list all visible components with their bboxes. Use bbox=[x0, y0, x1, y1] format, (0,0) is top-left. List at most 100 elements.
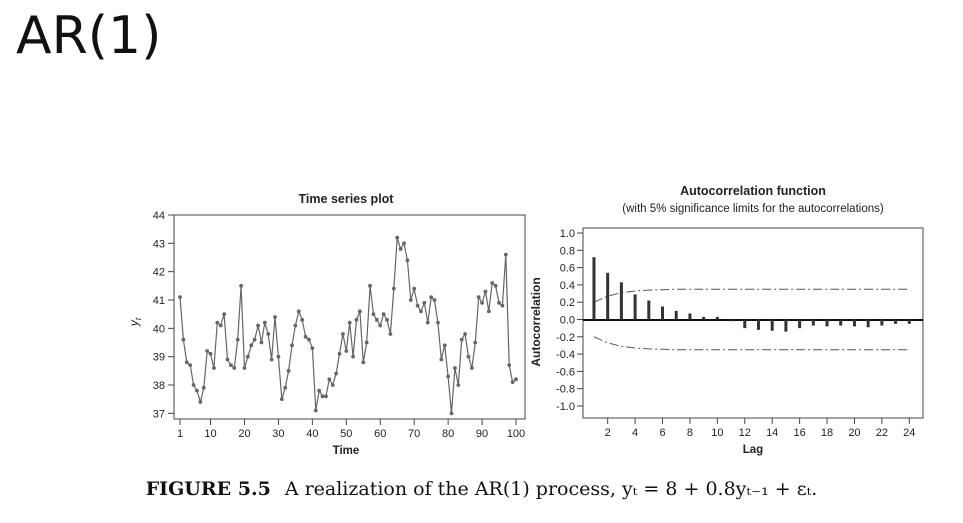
acf-x-tick-label: 2 bbox=[605, 427, 611, 439]
ts-x-label: Time bbox=[333, 445, 360, 457]
ts-data-point bbox=[266, 332, 271, 336]
ts-data-point bbox=[225, 357, 230, 362]
acf-y-tick-label: -0.4 bbox=[556, 349, 575, 361]
ts-data-point bbox=[456, 383, 461, 387]
ts-x-tick-label: 80 bbox=[442, 428, 454, 440]
acf-x-tick-label: 10 bbox=[711, 427, 723, 439]
ts-data-point bbox=[351, 354, 355, 359]
ts-x-tick-label: 30 bbox=[272, 428, 284, 440]
ts-data-point bbox=[493, 283, 498, 288]
ts-y-tick-label: 44 bbox=[153, 210, 165, 222]
ts-data-point bbox=[480, 300, 484, 305]
ts-x-tick-label: 50 bbox=[340, 428, 352, 440]
ts-data-point bbox=[273, 315, 277, 319]
ts-data-point bbox=[215, 320, 220, 325]
ts-data-point bbox=[205, 349, 210, 353]
ts-data-point bbox=[357, 309, 362, 314]
acf-y-tick-label: -0.8 bbox=[556, 384, 575, 396]
acf-y-tick-label: 1.0 bbox=[560, 228, 575, 240]
ts-y-tick-label: 43 bbox=[153, 238, 165, 250]
time-series-chart: Time series plot 37 38 39 40 41 42 43 44 1 10 20 3… bbox=[127, 192, 526, 457]
acf-y-tick-label: -0.2 bbox=[556, 332, 575, 344]
ts-x-tick-label: 40 bbox=[306, 428, 318, 440]
ts-data-point bbox=[381, 312, 386, 317]
acf-y-label: Autocorrelation bbox=[529, 277, 543, 366]
ts-data-point bbox=[222, 312, 227, 317]
ts-data-point bbox=[391, 286, 396, 291]
ts-data-point bbox=[232, 366, 237, 370]
figure-caption: FIGURE 5.5 A realization of the AR(1) pro… bbox=[0, 478, 963, 500]
ts-data-point bbox=[300, 317, 305, 322]
ts-data-point bbox=[378, 323, 383, 328]
ts-data-point bbox=[398, 247, 403, 251]
ts-data-point bbox=[286, 368, 291, 373]
ts-data-point bbox=[178, 295, 182, 300]
ts-data-point bbox=[449, 411, 454, 416]
ts-data-point bbox=[483, 289, 488, 294]
acf-upper-significance-limit bbox=[593, 288, 910, 303]
ts-data-point bbox=[283, 385, 288, 390]
ts-data-point bbox=[208, 351, 213, 356]
ts-data-point bbox=[412, 286, 417, 291]
acf-y-tick-label: 0.0 bbox=[560, 315, 575, 327]
ts-data-point bbox=[371, 312, 376, 317]
ts-data-point bbox=[334, 371, 339, 376]
ts-data-point bbox=[436, 320, 440, 325]
ts-y-tick-label: 42 bbox=[153, 267, 165, 279]
ts-data-point bbox=[347, 320, 352, 325]
ts-data-point bbox=[229, 363, 233, 368]
ts-series-points bbox=[178, 235, 518, 416]
ts-data-point bbox=[408, 298, 413, 302]
ts-data-point bbox=[395, 235, 400, 240]
ts-data-point bbox=[432, 298, 437, 302]
acf-y-tick-label: -1.0 bbox=[556, 401, 575, 413]
ts-data-point bbox=[188, 363, 193, 368]
ts-data-point bbox=[320, 394, 325, 399]
acf-x-tick-label: 16 bbox=[793, 427, 805, 439]
ts-y-tick-label: 39 bbox=[153, 352, 165, 364]
ts-data-point bbox=[500, 303, 505, 308]
ts-data-point bbox=[195, 388, 199, 393]
ts-data-point bbox=[191, 383, 196, 387]
acf-x-tick-label: 4 bbox=[632, 427, 638, 439]
acf-x-tick-label: 6 bbox=[659, 427, 665, 439]
acf-lower-significance-limit bbox=[593, 336, 910, 351]
ts-data-point bbox=[385, 317, 389, 322]
acf-chart: Autocorrelation function (with 5% signif… bbox=[529, 184, 924, 456]
acf-y-tick-label: -0.6 bbox=[556, 366, 575, 378]
ts-data-point bbox=[218, 323, 223, 328]
ts-data-point bbox=[419, 309, 423, 314]
ts-data-point bbox=[239, 283, 243, 288]
ts-y-axis: 37 38 39 40 41 42 43 44 bbox=[153, 210, 174, 420]
ts-data-point bbox=[212, 366, 216, 370]
ts-data-point bbox=[415, 303, 420, 308]
acf-bars bbox=[592, 257, 911, 332]
ts-data-point bbox=[361, 360, 366, 365]
acf-y-tick-label: 0.4 bbox=[560, 280, 575, 292]
ts-data-point bbox=[242, 366, 247, 370]
ts-data-point bbox=[303, 334, 308, 339]
ts-data-point bbox=[514, 377, 518, 382]
ts-data-point bbox=[313, 408, 318, 413]
figure-caption-text: A realization of the AR(1) process, yₜ =… bbox=[284, 478, 818, 500]
ts-data-point bbox=[279, 397, 284, 402]
ts-data-point bbox=[201, 385, 206, 390]
ts-x-tick-label: 20 bbox=[238, 428, 250, 440]
acf-y-axis: 1.0 0.8 0.6 0.4 0.2 0.0 -0.2 -0.4 -0.6 -0.8 -1.0 bbox=[556, 228, 583, 413]
acf-x-label: Lag bbox=[743, 444, 763, 456]
ts-series-line bbox=[179, 237, 517, 414]
ts-data-point bbox=[337, 351, 342, 356]
ts-data-point bbox=[476, 295, 481, 300]
acf-x-tick-label: 14 bbox=[766, 427, 778, 439]
ts-y-tick-label: 38 bbox=[153, 380, 165, 392]
ts-y-tick-label: 37 bbox=[153, 408, 165, 420]
ts-data-point bbox=[324, 394, 328, 399]
ts-data-point bbox=[276, 354, 281, 359]
ts-data-point bbox=[317, 388, 322, 393]
acf-x-tick-label: 24 bbox=[903, 427, 915, 439]
ts-x-tick-label: 70 bbox=[408, 428, 420, 440]
ts-data-point bbox=[429, 295, 434, 300]
acf-chart-title: Autocorrelation function bbox=[680, 184, 826, 198]
ts-data-point bbox=[249, 343, 254, 348]
